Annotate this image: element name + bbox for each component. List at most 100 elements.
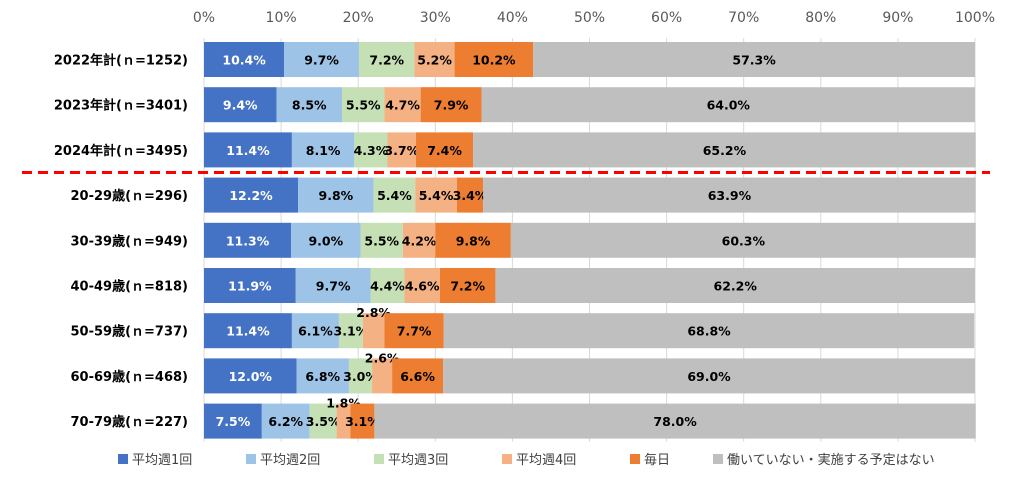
data-label: 4.2% (402, 233, 437, 248)
data-label: 9.4% (223, 98, 258, 113)
data-label: 6.1% (298, 324, 333, 339)
bar-segment (204, 132, 292, 168)
bar-segment (402, 222, 436, 258)
bar-segment (510, 222, 976, 258)
legend-swatch (713, 454, 723, 464)
data-label: 65.2% (703, 143, 747, 158)
category-label: 2022年計(ｎ=1252) (54, 53, 188, 69)
data-label: 5.4% (377, 188, 412, 203)
data-label: 6.6% (400, 369, 435, 384)
x-tick-label: 0% (193, 10, 215, 26)
data-label: 3.1% (334, 324, 369, 339)
bar-segment (372, 358, 393, 394)
data-label: 6.2% (268, 414, 303, 429)
bar-segment (296, 358, 349, 394)
x-tick-label: 40% (497, 10, 528, 26)
bar-segment (456, 177, 484, 213)
category-label: 40-49歳(ｎ=818) (71, 279, 189, 295)
category-label: 2024年計(ｎ=3495) (54, 143, 188, 159)
category-label: 30-39歳(ｎ=949) (71, 233, 189, 249)
legend-swatch (502, 454, 512, 464)
bar-segment (204, 222, 292, 258)
bar-segment (416, 132, 474, 168)
bar-segment (454, 42, 534, 77)
bar-segment (483, 177, 976, 213)
bar-segments: 10.4% 9.7% 7.2% 5.2% 10.2% 57.3%9.4% 8.5% 5.5% 4… (204, 42, 976, 439)
bar-segment (420, 87, 482, 123)
x-axis-tick-labels: 0% 10% 20% 30% 40% 50% 60% 70% 80% 90% 100% (193, 10, 995, 26)
bar-segment (350, 403, 375, 439)
bar-segment (392, 358, 444, 394)
bar-segment (370, 268, 405, 303)
x-tick-label: 70% (728, 10, 759, 26)
bar-segment (415, 177, 457, 213)
data-label: 10.2% (472, 53, 516, 68)
bar-segment (374, 403, 976, 439)
bar-segment (373, 177, 416, 213)
data-label: 2.6% (365, 350, 400, 365)
data-label: 9.7% (304, 53, 339, 68)
data-label: 78.0% (653, 414, 697, 429)
bar-segment (261, 403, 310, 439)
legend-label: 平均週3回 (388, 453, 448, 468)
bar-segment (204, 358, 297, 394)
data-label: 7.2% (450, 279, 485, 294)
bar-segment (204, 42, 285, 77)
bar-segment (348, 358, 373, 394)
bar-segment (204, 313, 292, 349)
data-label: 9.0% (308, 233, 343, 248)
legend-label: 平均週1回 (132, 453, 192, 468)
data-label: 69.0% (687, 369, 731, 384)
bar-segment (495, 268, 975, 303)
legend-label: 平均週4回 (516, 453, 576, 468)
data-label: 68.8% (687, 324, 731, 339)
bar-segment (204, 87, 277, 123)
data-label: 64.0% (707, 98, 751, 113)
data-label: 4.7% (385, 98, 420, 113)
data-label: 11.9% (228, 279, 272, 294)
data-label: 9.8% (319, 188, 354, 203)
data-label: 12.2% (229, 188, 273, 203)
category-label: 70-79歳(ｎ=227) (71, 414, 189, 430)
bar-segment (338, 313, 363, 349)
bar-segment (295, 268, 371, 303)
legend-label: 毎日 (644, 452, 670, 468)
x-tick-label: 10% (266, 10, 297, 26)
bar-segment (443, 358, 975, 394)
data-label: 8.1% (306, 143, 341, 158)
data-label: 4.3% (354, 143, 389, 158)
data-label: 7.5% (216, 414, 251, 429)
bar-segment (204, 268, 296, 303)
bar-segment (276, 87, 343, 123)
x-tick-label: 100% (955, 10, 995, 26)
data-label: 5.5% (364, 233, 399, 248)
category-label: 60-69歳(ｎ=468) (71, 369, 189, 385)
data-label: 7.4% (427, 143, 462, 158)
bar-segment (291, 313, 339, 349)
bar-segment (387, 132, 417, 168)
bar-segment (404, 268, 440, 303)
data-label: 57.3% (732, 53, 776, 68)
data-label: 7.9% (434, 98, 469, 113)
bar-segment (354, 132, 388, 168)
data-label: 8.5% (292, 98, 327, 113)
data-label: 12.0% (229, 369, 273, 384)
bar-segment (362, 313, 385, 349)
x-tick-label: 50% (574, 10, 605, 26)
data-label: 3.4% (453, 188, 488, 203)
data-label: 5.5% (346, 98, 381, 113)
data-label: 9.7% (316, 279, 351, 294)
bar-segment (384, 87, 421, 123)
data-label: 11.3% (226, 233, 270, 248)
x-tick-label: 30% (420, 10, 451, 26)
bar-segment (291, 132, 355, 168)
legend: 平均週1回 平均週2回 平均週3回 平均週4回 毎日 働いていない・実施する予定はない (118, 452, 935, 468)
bar-segment (204, 177, 299, 213)
bar-segment (204, 403, 262, 439)
bar-segment (309, 403, 337, 439)
bar-segment (336, 403, 351, 439)
data-label: 5.4% (419, 188, 454, 203)
legend-swatch (374, 454, 384, 464)
bar-segment (360, 222, 403, 258)
data-label: 6.8% (305, 369, 340, 384)
